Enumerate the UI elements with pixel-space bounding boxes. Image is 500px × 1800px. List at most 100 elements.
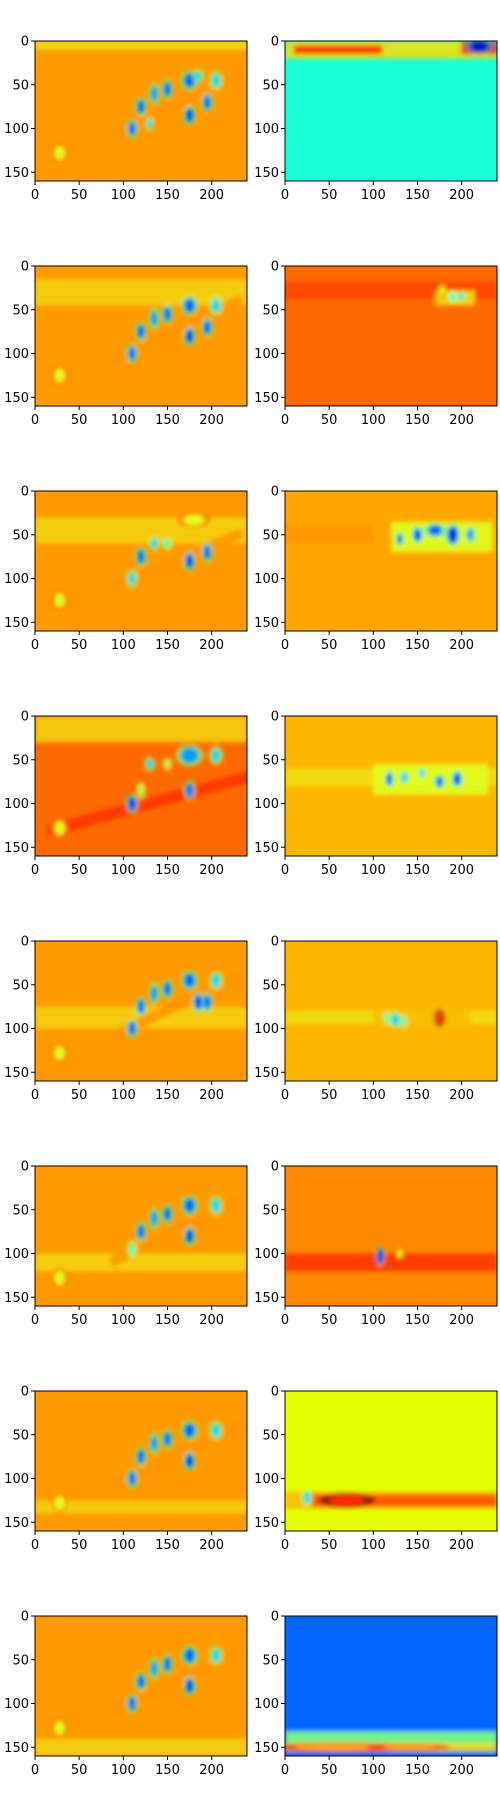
y-tick-label-r8-c2-50: 50 bbox=[262, 1653, 279, 1668]
y-tick-label-r1-c2-50: 50 bbox=[262, 78, 279, 93]
heatmap-blob-r8-c1-4 bbox=[150, 1660, 158, 1677]
x-tick-label-r4-c2-0: 0 bbox=[281, 863, 289, 878]
x-tick-label-r1-c2-100: 100 bbox=[361, 188, 386, 203]
heatmap-blob-r3-c2-4 bbox=[428, 525, 443, 536]
y-tick-label-r7-c1-0: 0 bbox=[21, 1385, 29, 1400]
x-tick-label-r8-c2-0: 0 bbox=[281, 1763, 289, 1778]
axes-frame-r5-c2 bbox=[284, 940, 498, 1082]
y-tick-label-r4-c2-150: 150 bbox=[254, 841, 279, 856]
x-tick-label-r3-c2-0: 0 bbox=[281, 638, 289, 653]
y-tick-label-r6-c2-100: 100 bbox=[254, 1247, 279, 1262]
y-tick-label-r5-c1-0: 0 bbox=[21, 935, 29, 950]
y-tick-label-r8-c1-0: 0 bbox=[21, 1610, 29, 1625]
y-tick-label-r7-c2-0: 0 bbox=[271, 1385, 279, 1400]
y-tick-label-r5-c2-100: 100 bbox=[254, 1022, 279, 1037]
x-tick-label-r2-c1-200: 200 bbox=[199, 413, 224, 428]
heatmap-image-r8-c2 bbox=[285, 1616, 497, 1756]
heatmap-blob-r2-c1-4 bbox=[150, 310, 158, 327]
axes-frame-r7-c2 bbox=[284, 1390, 498, 1532]
heatmap-blob-r3-c1-9 bbox=[54, 593, 66, 608]
x-tick-label-r8-c1-150: 150 bbox=[155, 1763, 180, 1778]
heatmap-blob-r3-c1-7 bbox=[203, 545, 211, 560]
y-tick-label-r8-c2-0: 0 bbox=[271, 1610, 279, 1625]
y-tick-label-r3-c1-50: 50 bbox=[12, 528, 29, 543]
x-tick-label-r1-c2-200: 200 bbox=[449, 188, 474, 203]
axes-frame-r1-c1 bbox=[34, 40, 248, 182]
heatmap-blob-r8-c1-9 bbox=[54, 1721, 66, 1735]
y-tick-label-r7-c1-100: 100 bbox=[4, 1472, 29, 1487]
heatmap-blob-r2-c2-2 bbox=[439, 285, 445, 296]
y-tick-label-r5-c1-100: 100 bbox=[4, 1022, 29, 1037]
heatmap-blob-r1-c1-7 bbox=[194, 70, 202, 82]
heatmap-blob-r5-c2-3 bbox=[391, 1013, 400, 1026]
x-tick-label-r6-c2-100: 100 bbox=[361, 1313, 386, 1328]
heatmap-blob-r4-c1-9 bbox=[54, 821, 66, 835]
y-tick-label-r1-c1-0: 0 bbox=[21, 35, 29, 50]
heatmap-blob-r8-c1-8 bbox=[211, 1648, 221, 1663]
heatmap-panel-r3-c2: 0 50 100 150 200 0 50 100 150 bbox=[254, 485, 498, 653]
x-tick-label-r1-c1-50: 50 bbox=[71, 188, 88, 203]
x-tick-label-r1-c1-100: 100 bbox=[111, 188, 136, 203]
x-tick-label-r5-c2-50: 50 bbox=[321, 1088, 338, 1103]
heatmap-blob-r7-c2-2 bbox=[303, 1491, 311, 1504]
heatmap-blob-r4-c1-2 bbox=[128, 796, 136, 811]
heatmap-blob-r2-c1-2 bbox=[128, 346, 136, 361]
heatmap-blob-r5-c2-5 bbox=[436, 1011, 444, 1025]
heatmap-blob-r3-c2-5 bbox=[448, 526, 458, 543]
x-tick-label-r2-c2-50: 50 bbox=[321, 413, 338, 428]
heatmap-blob-r1-c1-11 bbox=[147, 118, 153, 130]
y-tick-label-r4-c2-0: 0 bbox=[271, 710, 279, 725]
x-tick-label-r8-c1-200: 200 bbox=[199, 1763, 224, 1778]
heatmap-blob-r4-c2-2 bbox=[386, 772, 392, 786]
heatmap-blob-r4-c1-7 bbox=[211, 748, 221, 763]
heatmap-image-r8-c1 bbox=[35, 1616, 247, 1756]
heatmap-blob-r3-c1-6 bbox=[183, 514, 205, 526]
x-tick-label-r7-c1-200: 200 bbox=[199, 1538, 224, 1553]
y-tick-label-r5-c2-0: 0 bbox=[271, 935, 279, 950]
heatmap-blob-r1-c1-9 bbox=[186, 108, 194, 123]
heatmap-blob-r6-c1-9 bbox=[54, 1271, 66, 1285]
axes-frame-r7-c1 bbox=[34, 1390, 248, 1532]
axes-frame-r1-c2 bbox=[284, 40, 498, 182]
x-tick-label-r4-c1-100: 100 bbox=[111, 863, 136, 878]
heatmap-blob-r1-c1-3 bbox=[137, 99, 145, 114]
y-tick-label-r5-c1-150: 150 bbox=[4, 1066, 29, 1081]
heatmap-blob-r8-c1-6 bbox=[184, 1648, 195, 1663]
y-tick-label-r1-c2-150: 150 bbox=[254, 166, 279, 181]
heatmap-image-r7-c1 bbox=[35, 1391, 247, 1531]
heatmap-blob-r4-c2-6 bbox=[453, 772, 461, 786]
heatmap-blob-r4-c1-3 bbox=[137, 783, 145, 798]
heatmap-image-r2-c2 bbox=[285, 266, 497, 406]
heatmap-blob-r4-c1-5 bbox=[163, 758, 172, 770]
y-tick-label-r6-c1-0: 0 bbox=[21, 1160, 29, 1175]
heatmap-blob-r6-c1-7 bbox=[186, 1229, 194, 1243]
x-tick-label-r2-c1-100: 100 bbox=[111, 413, 136, 428]
y-tick-label-r2-c1-100: 100 bbox=[4, 347, 29, 362]
heatmap-panel-r5-c1: 0 50 100 150 200 0 50 100 150 bbox=[4, 935, 248, 1103]
heatmap-blob-r8-c1-7 bbox=[186, 1679, 194, 1693]
x-tick-label-r6-c1-50: 50 bbox=[71, 1313, 88, 1328]
y-tick-label-r3-c1-0: 0 bbox=[21, 485, 29, 500]
heatmap-blob-r1-c1-4 bbox=[150, 85, 158, 102]
y-tick-label-r3-c1-150: 150 bbox=[4, 616, 29, 631]
x-tick-label-r4-c1-50: 50 bbox=[71, 863, 88, 878]
x-tick-label-r5-c2-0: 0 bbox=[281, 1088, 289, 1103]
heatmap-blob-r2-c1-3 bbox=[137, 324, 145, 339]
x-tick-label-r8-c1-0: 0 bbox=[31, 1763, 39, 1778]
heatmap-blob-r2-c2-4 bbox=[459, 293, 465, 301]
y-tick-label-r6-c2-150: 150 bbox=[254, 1291, 279, 1306]
heatmap-image-r3-c1 bbox=[35, 491, 247, 631]
heatmap-blob-r4-c2-4 bbox=[419, 768, 425, 778]
heatmap-panel-r4-c2: 0 50 100 150 200 0 50 100 150 bbox=[254, 710, 498, 878]
heatmap-image-r6-c2 bbox=[285, 1166, 497, 1306]
x-tick-label-r3-c1-100: 100 bbox=[111, 638, 136, 653]
heatmap-band-r7-c1-0 bbox=[35, 1500, 247, 1514]
x-tick-label-r3-c2-200: 200 bbox=[449, 638, 474, 653]
heatmap-blob-r1-c1-12 bbox=[54, 146, 66, 160]
heatmap-blob-r2-c1-9 bbox=[211, 298, 221, 313]
heatmap-image-r7-c2 bbox=[285, 1391, 497, 1531]
x-tick-label-r8-c2-100: 100 bbox=[361, 1763, 386, 1778]
heatmap-panel-r6-c2: 0 50 100 150 200 0 50 100 150 bbox=[254, 1160, 498, 1328]
heatmap-ridge-r4-c1-1 bbox=[46, 771, 247, 836]
x-tick-label-r2-c2-0: 0 bbox=[281, 413, 289, 428]
